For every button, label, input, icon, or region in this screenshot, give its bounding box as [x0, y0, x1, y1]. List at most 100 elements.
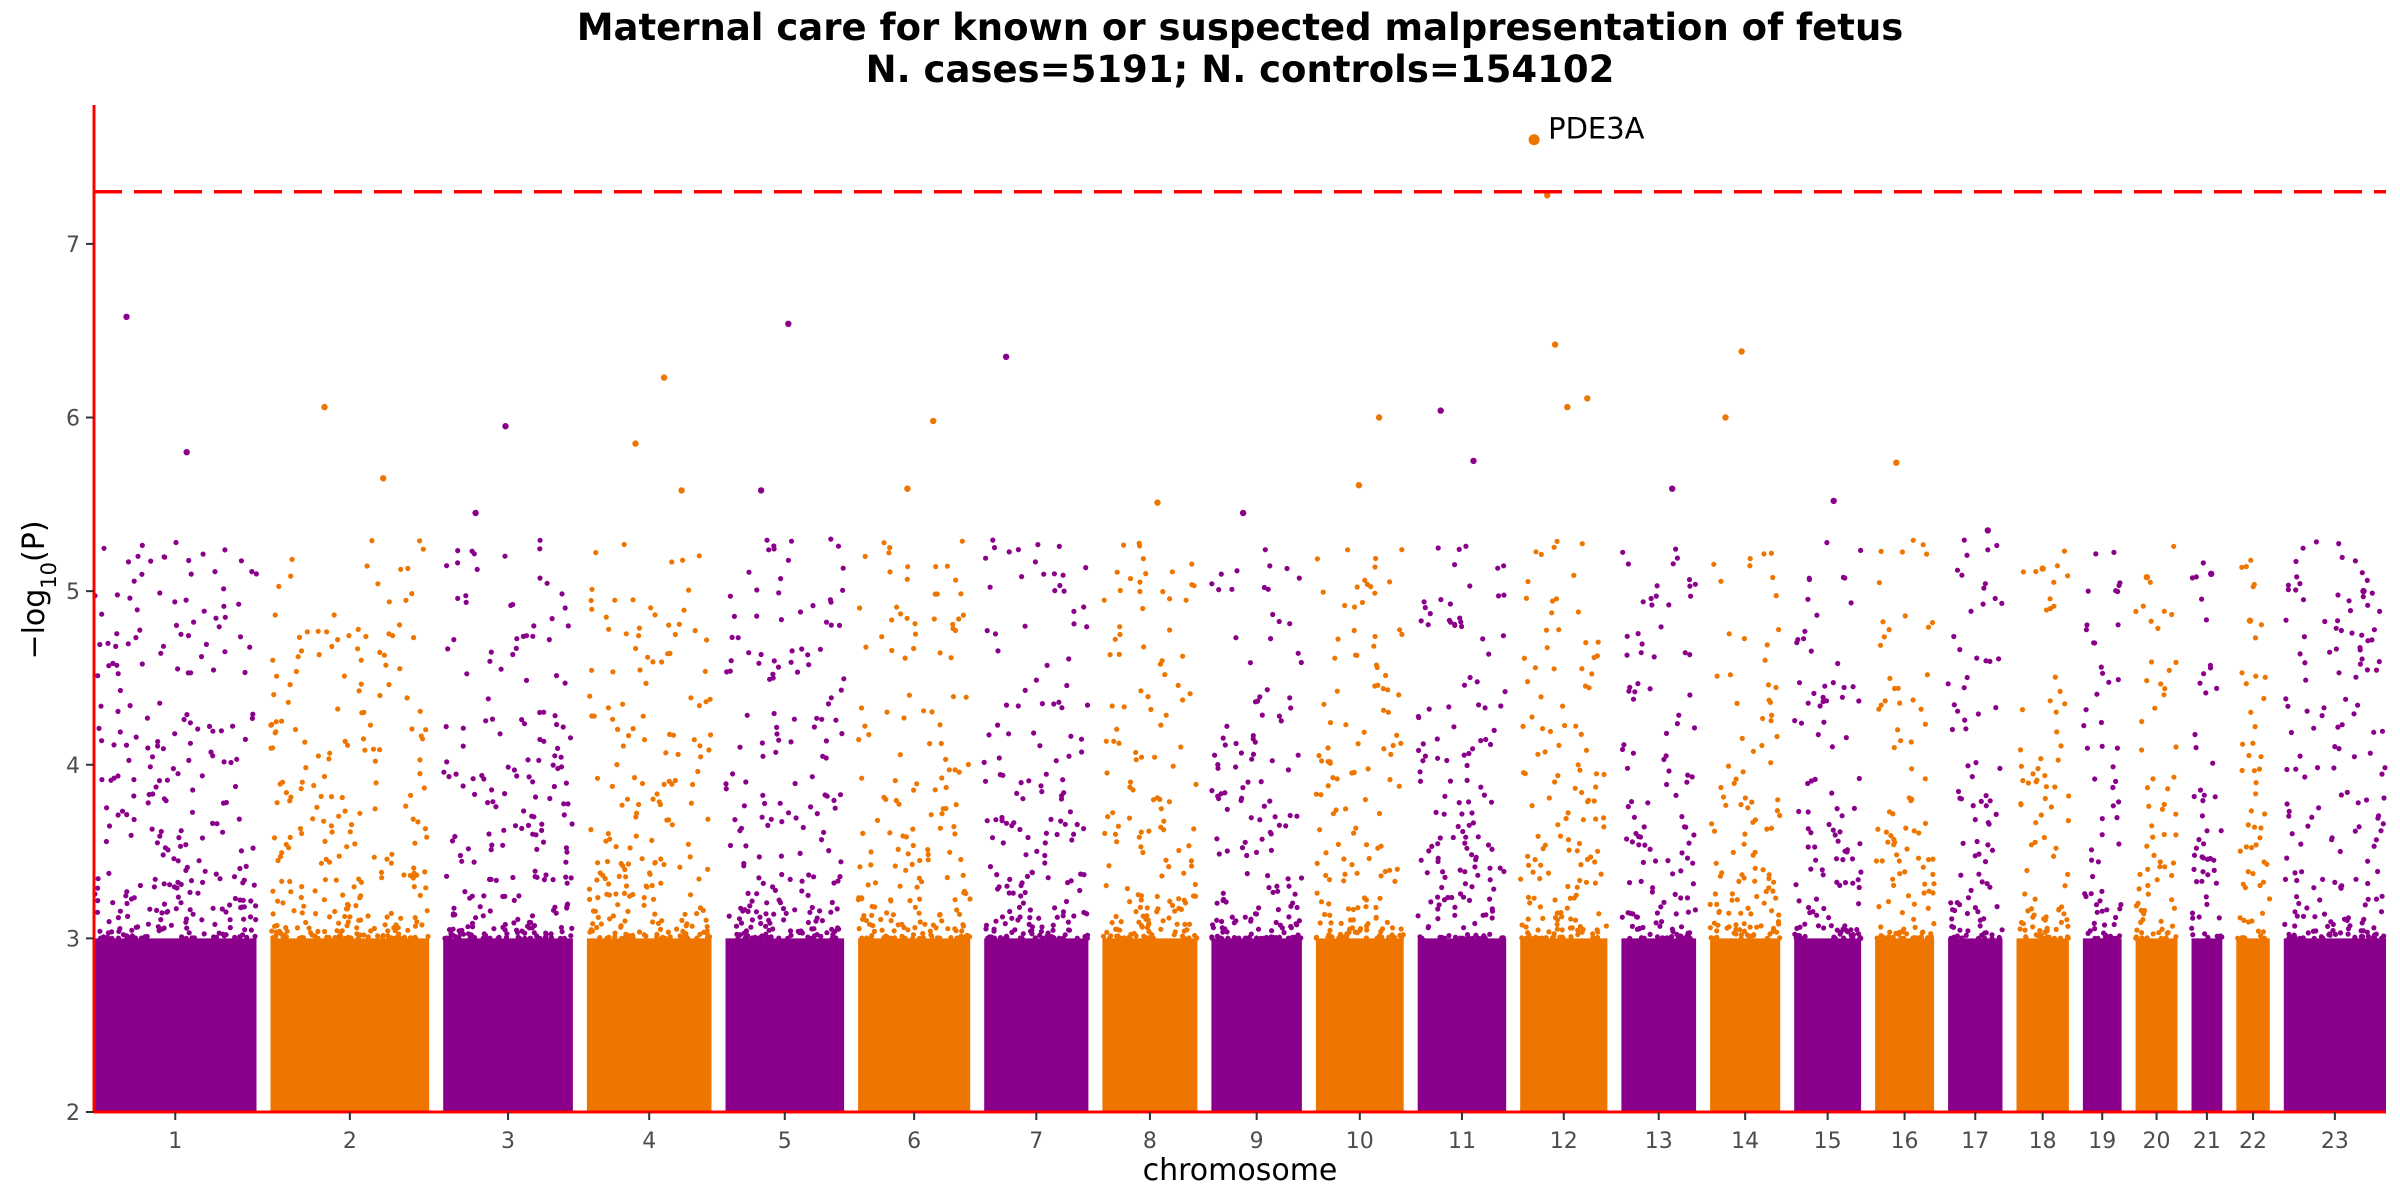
chromosome-19-point-cloud [2081, 549, 2124, 1112]
peak-point [678, 487, 685, 494]
peak-point [1584, 395, 1591, 402]
chromosome-18-points [2016, 548, 2072, 1112]
peak-point [321, 403, 328, 411]
chromosome-11-point-cloud [1415, 543, 1508, 1112]
chromosome-14-point-cloud [1707, 550, 1783, 1112]
y-axis-title: −log10(P) [17, 520, 61, 659]
x-tick-label: 9 [1250, 1129, 1264, 1154]
peak-point [123, 313, 130, 320]
x-tick-label: 17 [1961, 1129, 1989, 1154]
chromosome-2-point-cloud [268, 537, 431, 1112]
x-axis-ticks: 1 2 3 4 5 6 7 8 9 10 11 12 13 14 15 16 17 18 19 20 21 22 23 [168, 1112, 2349, 1154]
peak-point [1470, 457, 1477, 465]
peak-point [1722, 414, 1729, 421]
x-tick-label: 15 [1814, 1129, 1842, 1154]
peak-point [2360, 587, 2367, 595]
chromosome-9-point-cloud [1209, 547, 1305, 1112]
peak-point [1984, 527, 1992, 534]
peak-point [502, 423, 509, 430]
chromosome-10-point-cloud [1313, 547, 1406, 1112]
chromosome-5-points [723, 536, 847, 1112]
chromosome-1-points [92, 539, 260, 1112]
points-layer [92, 536, 2388, 1112]
peak-point [1355, 482, 1363, 489]
peak-point [183, 449, 190, 456]
peak-point [632, 440, 639, 447]
peak-point [2143, 574, 2151, 581]
x-tick-label: 8 [1143, 1129, 1157, 1154]
peak-point [785, 320, 792, 327]
peak-point [1239, 509, 1247, 517]
y-axis-title-sub: 10 [37, 562, 61, 589]
chromosome-20-points [2133, 543, 2179, 1112]
peak-point [1551, 341, 1559, 348]
x-tick-label: 1 [168, 1129, 182, 1154]
chromosome-8-points [1100, 540, 1200, 1112]
x-tick-label: 23 [2321, 1129, 2349, 1154]
chromosome-13-point-cloud [1619, 546, 1699, 1112]
chromosome-14-points [1707, 550, 1783, 1112]
chromosome-12-point-cloud [1517, 538, 1609, 1112]
chromosome-23-point-cloud [2282, 539, 2388, 1112]
x-tick-label: 2 [343, 1129, 357, 1154]
chromosome-1-point-cloud [92, 539, 260, 1112]
chromosome-16-points [1873, 537, 1937, 1112]
chromosome-15-points [1792, 540, 1864, 1112]
chromosome-20-point-cloud [2133, 543, 2179, 1112]
x-tick-label: 13 [1645, 1129, 1673, 1154]
peak-point [1544, 192, 1551, 199]
x-tick-label: 11 [1448, 1129, 1476, 1154]
x-tick-label: 7 [1029, 1129, 1043, 1154]
x-tick-label: 21 [2193, 1129, 2221, 1154]
peak-point [930, 417, 937, 425]
peak-point [1002, 353, 1010, 360]
chromosome-16-point-cloud [1873, 537, 1937, 1112]
y-tick-label: 6 [66, 407, 80, 432]
chart-subtitle: N. cases=5191; N. controls=154102 [866, 48, 1615, 91]
chromosome-21-point-cloud [2189, 560, 2225, 1112]
annotated-top-hit-point [1528, 134, 1540, 146]
chromosome-11-points [1415, 543, 1508, 1112]
chromosome-8-point-cloud [1100, 540, 1200, 1112]
annotation-layer: PDE3A [1528, 112, 1645, 146]
peak-point [1154, 499, 1161, 506]
annotation-label: PDE3A [1548, 112, 1645, 146]
chromosome-21-points [2189, 560, 2225, 1112]
chromosome-23-points [2282, 539, 2388, 1112]
y-axis-title-suffix: (P) [17, 520, 52, 562]
chromosome-7-point-cloud [981, 537, 1091, 1112]
peak-point [1437, 407, 1444, 414]
chromosome-4-point-cloud [586, 541, 714, 1112]
chart-title: Maternal care for known or suspected mal… [577, 6, 1904, 49]
y-tick-label: 3 [66, 927, 80, 952]
chromosome-6-points [855, 538, 973, 1112]
chromosome-19-points [2081, 549, 2124, 1112]
x-axis-title: chromosome [1143, 1153, 1338, 1188]
chromosome-15-point-cloud [1792, 540, 1864, 1112]
chromosome-7-points [981, 537, 1091, 1112]
chromosome-2-points [268, 537, 431, 1112]
chromosome-5-point-cloud [723, 536, 847, 1112]
x-tick-label: 16 [1891, 1129, 1919, 1154]
chromosome-17-points [1945, 537, 2005, 1112]
peak-point [757, 487, 765, 494]
peak-point [472, 509, 479, 517]
peak-point [2208, 570, 2215, 577]
chromosome-18-point-cloud [2016, 548, 2072, 1112]
x-tick-label: 22 [2239, 1129, 2267, 1154]
x-tick-label: 6 [907, 1129, 921, 1154]
x-tick-label: 4 [642, 1129, 656, 1154]
peak-point [380, 475, 387, 482]
chromosome-3-points [441, 537, 575, 1112]
y-tick-label: 2 [66, 1101, 80, 1126]
peak-point [1375, 414, 1383, 421]
x-tick-label: 12 [1550, 1129, 1578, 1154]
chromosome-13-points [1619, 546, 1699, 1112]
x-tick-label: 14 [1731, 1129, 1759, 1154]
chromosome-10-points [1313, 547, 1406, 1112]
peak-point [1893, 459, 1900, 466]
x-tick-label: 3 [501, 1129, 515, 1154]
chromosome-6-point-cloud [855, 538, 973, 1112]
y-axis-ticks: 2 3 4 5 6 7 [66, 233, 94, 1126]
chromosome-4-points [586, 541, 714, 1112]
